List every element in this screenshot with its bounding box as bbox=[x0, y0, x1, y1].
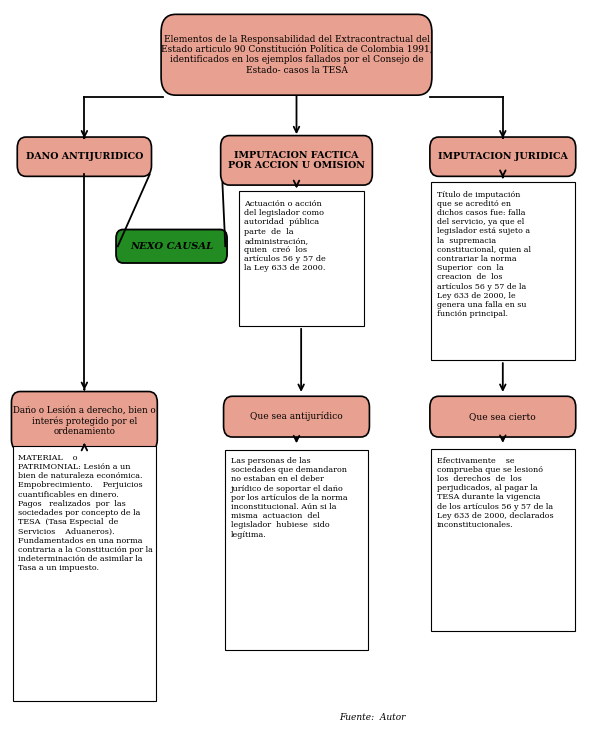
FancyBboxPatch shape bbox=[238, 191, 364, 326]
Text: Daño o Lesión a derecho, bien o
interés protegido por el
ordenamiento: Daño o Lesión a derecho, bien o interés … bbox=[13, 406, 156, 436]
FancyBboxPatch shape bbox=[431, 182, 575, 360]
Text: DANO ANTIJURIDICO: DANO ANTIJURIDICO bbox=[25, 152, 143, 161]
FancyBboxPatch shape bbox=[430, 396, 576, 437]
Text: Elementos de la Responsabilidad del Extracontractual del
Estado articulo 90 Cons: Elementos de la Responsabilidad del Extr… bbox=[161, 35, 432, 75]
Text: IMPUTACION FACTICA
POR ACCION U OMISION: IMPUTACION FACTICA POR ACCION U OMISION bbox=[228, 151, 365, 170]
Text: Actuación o acción
del legislador como
autoridad  pública
parte  de  la
administ: Actuación o acción del legislador como a… bbox=[244, 200, 326, 273]
FancyBboxPatch shape bbox=[11, 392, 157, 450]
Text: Que sea antijurídico: Que sea antijurídico bbox=[250, 412, 343, 421]
FancyBboxPatch shape bbox=[221, 135, 372, 185]
FancyBboxPatch shape bbox=[116, 230, 227, 263]
FancyBboxPatch shape bbox=[12, 447, 156, 701]
Text: Las personas de las
sociedades que demandaron
no estaban en el deber
jurídico de: Las personas de las sociedades que deman… bbox=[231, 457, 347, 539]
FancyBboxPatch shape bbox=[17, 137, 151, 176]
FancyBboxPatch shape bbox=[431, 450, 575, 632]
FancyBboxPatch shape bbox=[430, 137, 576, 176]
Text: NEXO CAUSAL: NEXO CAUSAL bbox=[130, 241, 213, 250]
FancyBboxPatch shape bbox=[225, 450, 368, 650]
FancyBboxPatch shape bbox=[161, 14, 432, 95]
Text: Título de imputación
que se acreditó en
dichos casos fue: falla
del servicio, ya: Título de imputación que se acreditó en … bbox=[437, 190, 531, 318]
Text: MATERIAL    o
PATRIMONIAL: Lesión a un
bien de naturaleza económica.
Empobrecimi: MATERIAL o PATRIMONIAL: Lesión a un bien… bbox=[18, 454, 154, 572]
Text: Efectivamente    se
comprueba que se lesionó
los  derechos  de  los
perjudicados: Efectivamente se comprueba que se lesion… bbox=[437, 457, 553, 529]
Text: Fuente:  Autor: Fuente: Autor bbox=[339, 713, 405, 722]
Text: Que sea cierto: Que sea cierto bbox=[470, 412, 536, 421]
Text: IMPUTACION JURIDICA: IMPUTACION JURIDICA bbox=[438, 152, 568, 161]
FancyBboxPatch shape bbox=[224, 396, 369, 437]
